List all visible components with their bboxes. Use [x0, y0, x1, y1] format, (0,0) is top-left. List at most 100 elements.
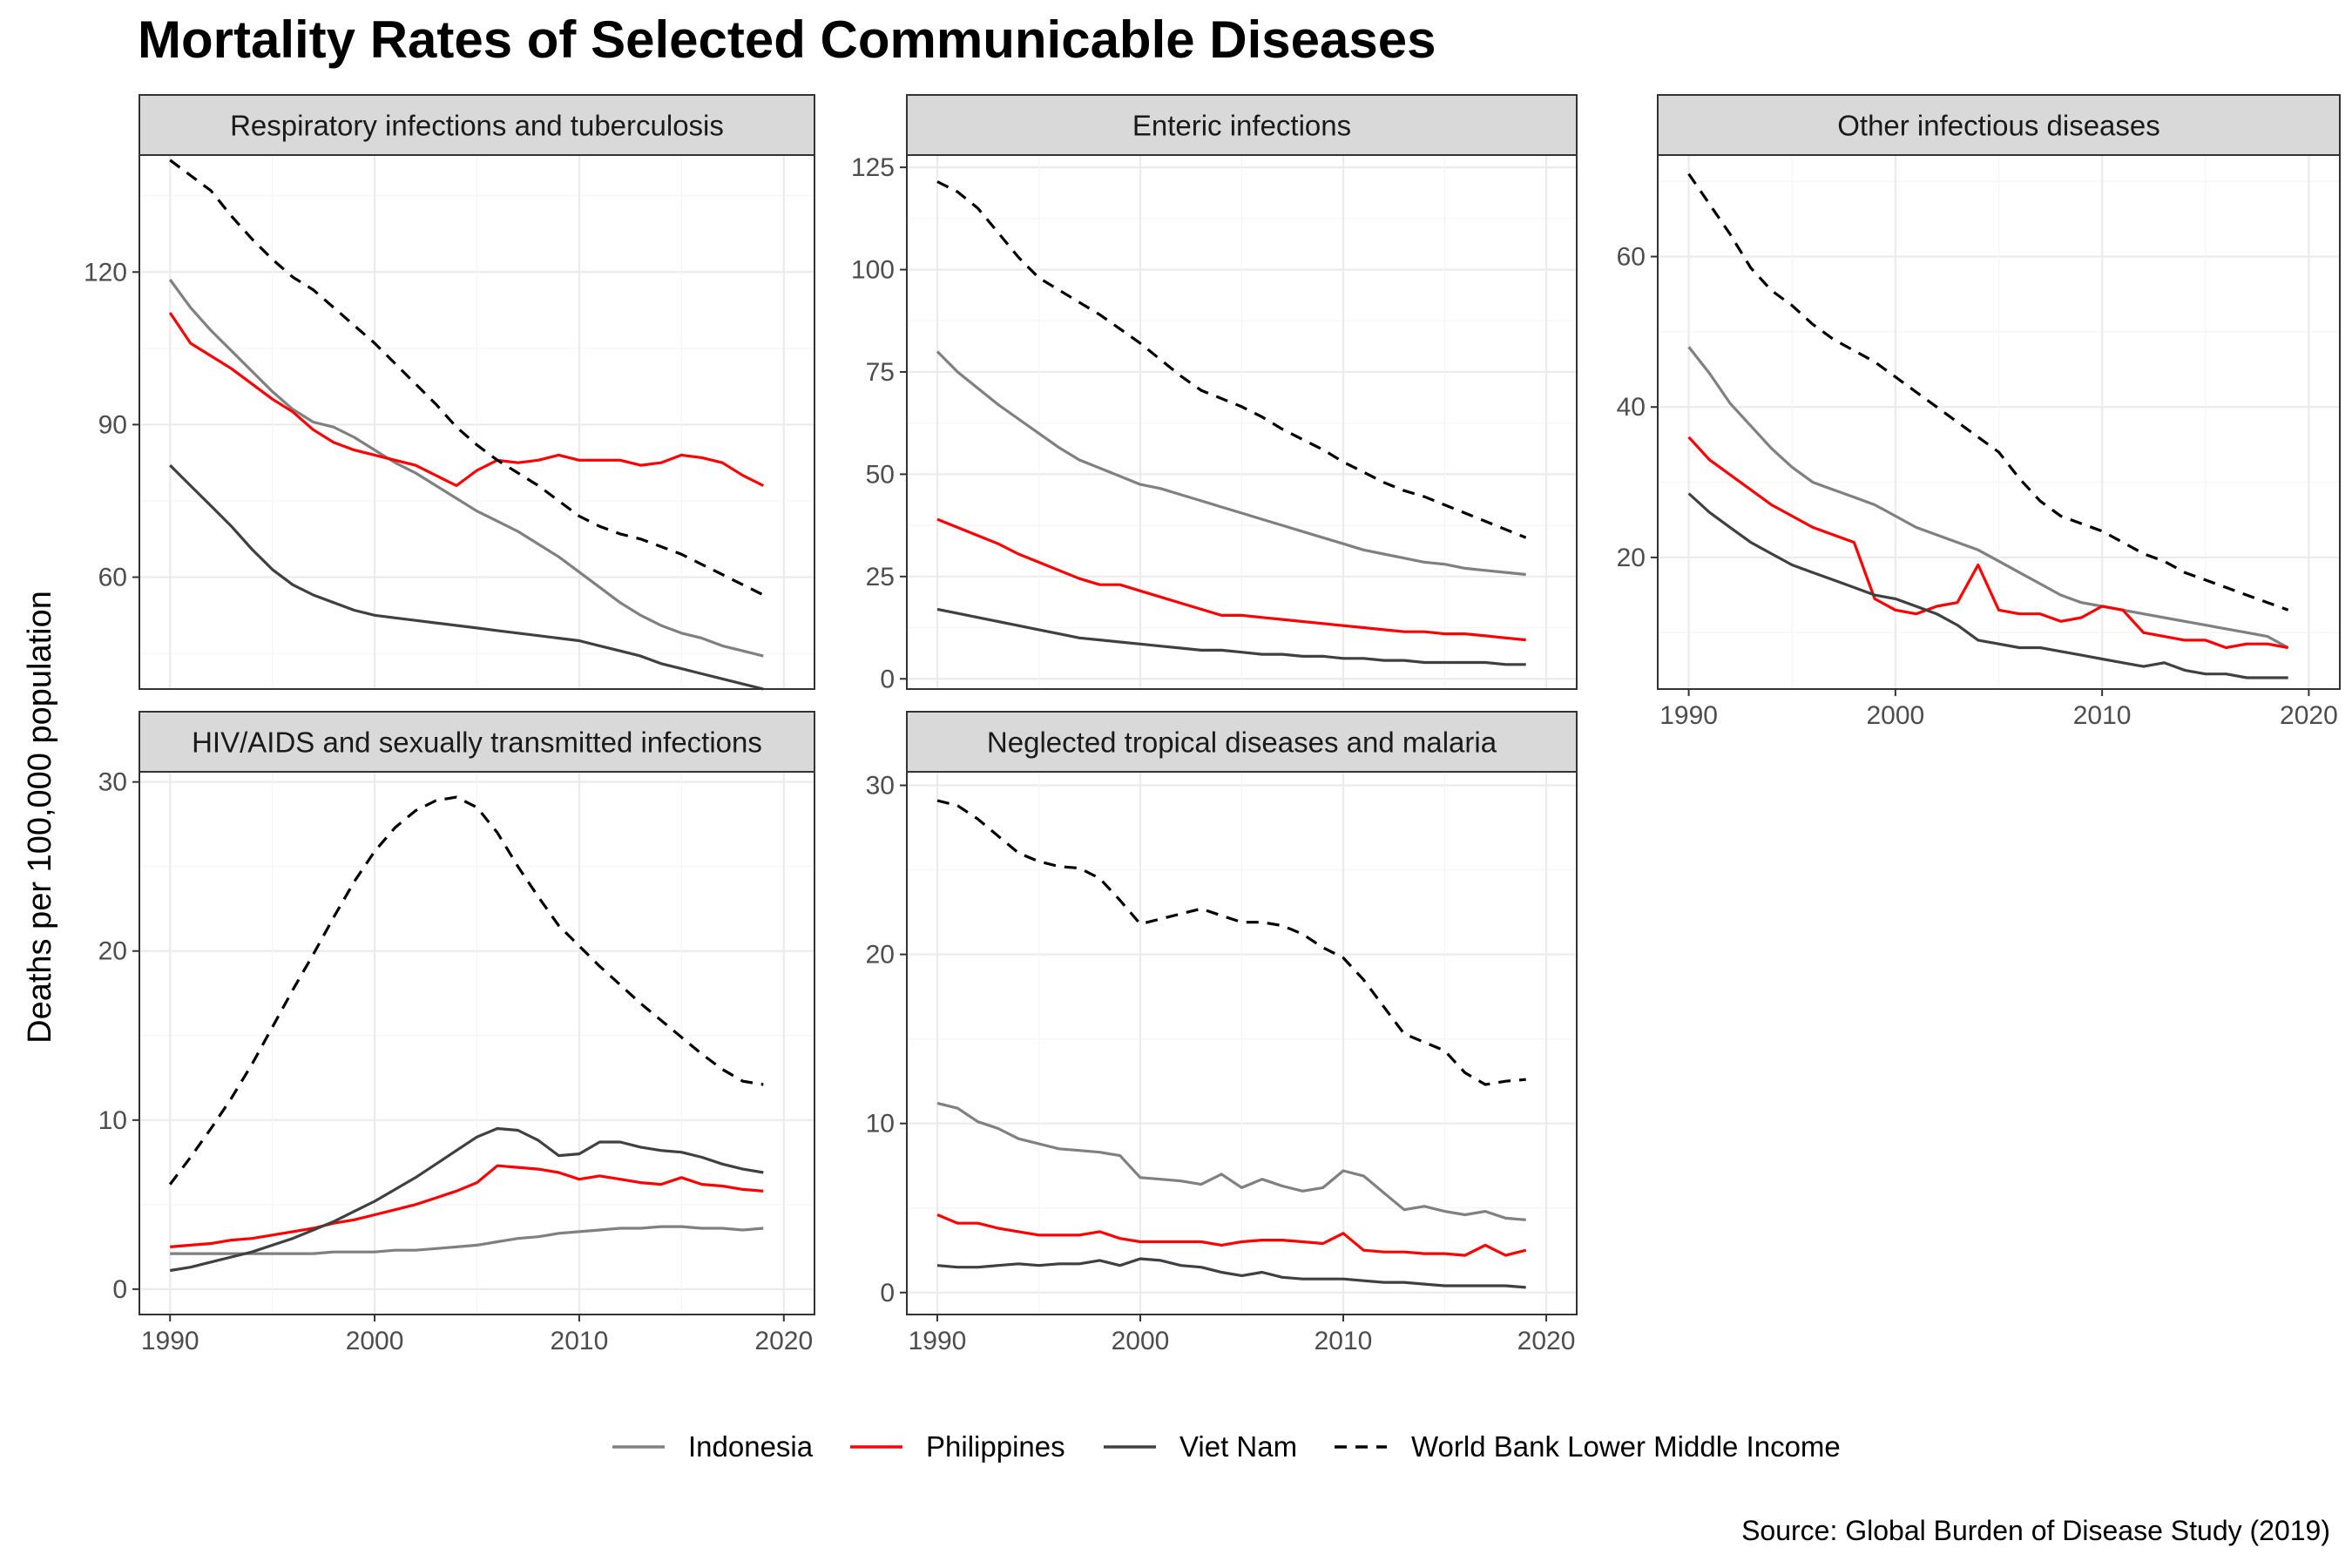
- legend: Indonesia Philippines Viet Nam World Bank L…: [612, 1430, 1841, 1463]
- series-line-viet-nam: [936, 607, 1526, 666]
- panel-hiv-aids-and-sexually-transmitted-infections: HIV/AIDS and sexually transmitted infect…: [98, 711, 815, 1355]
- y-axis: 20 40 60: [1617, 243, 1658, 572]
- facet-strip-label: Neglected tropical diseases and malaria: [987, 727, 1497, 759]
- series-line-philippines: [936, 1213, 1527, 1257]
- series-line-indonesia: [168, 279, 764, 658]
- y-tick-label: 30: [98, 768, 127, 797]
- x-tick-label: 2010: [1315, 1327, 1373, 1355]
- series-line-world-bank-lower-middle-income: [936, 180, 1527, 539]
- x-axis: 1990 2000 2010 2020: [141, 1315, 813, 1355]
- gridlines: [139, 772, 814, 1315]
- series-line-world-bank-lower-middle-income: [168, 795, 764, 1186]
- facet-strip-label: Other infectious diseases: [1837, 110, 2160, 142]
- y-axis-title: Deaths per 100,000 population: [22, 591, 58, 1044]
- y-tick-label: 40: [1617, 393, 1646, 422]
- chart-title: Mortality Rates of Selected Communicable…: [138, 10, 1436, 69]
- y-axis: 0 10 20 30: [98, 768, 139, 1304]
- series-line-philippines: [1687, 436, 2288, 650]
- x-tick-label: 1990: [909, 1327, 967, 1355]
- panel-other-infectious-diseases: Other infectious diseases 20 40 60 1990 2000 2…: [1617, 94, 2341, 730]
- x-tick-label: 2020: [754, 1327, 813, 1355]
- series-lines: [168, 795, 764, 1273]
- y-axis: 60 90 120: [84, 258, 139, 592]
- y-tick-label: 75: [866, 358, 895, 387]
- x-tick-label: 2000: [346, 1327, 404, 1355]
- legend-label: Viet Nam: [1179, 1430, 1297, 1463]
- facet-panels: Respiratory infections and tuberculosis 6…: [84, 94, 2341, 1355]
- legend-item-world-bank-lower-middle-income: World Bank Lower Middle Income: [1335, 1430, 1841, 1463]
- legend-item-viet-nam: Viet Nam: [1104, 1430, 1297, 1463]
- panel-border: [139, 771, 815, 1315]
- series-line-philippines: [170, 1164, 764, 1248]
- series-line-philippines: [168, 312, 765, 488]
- gridlines: [139, 155, 814, 689]
- y-tick-label: 20: [98, 937, 127, 966]
- x-tick-label: 1990: [141, 1327, 199, 1355]
- facet-strip: [139, 94, 815, 156]
- y-tick-label: 10: [98, 1106, 127, 1135]
- x-tick-label: 1990: [1659, 701, 1718, 730]
- series-lines: [1687, 172, 2289, 679]
- y-tick-label: 25: [866, 563, 895, 591]
- y-tick-label: 30: [866, 772, 895, 801]
- series-line-indonesia: [936, 1101, 1526, 1221]
- y-tick-label: 125: [851, 153, 895, 182]
- y-tick-label: 100: [851, 256, 895, 285]
- series-line-viet-nam: [1687, 492, 2288, 679]
- y-tick-label: 20: [1617, 544, 1646, 572]
- series-line-viet-nam: [936, 1257, 1526, 1289]
- series-line-viet-nam: [169, 463, 764, 691]
- series-line-world-bank-lower-middle-income: [169, 159, 765, 597]
- caption: Source: Global Burden of Disease Study (…: [1741, 1515, 2330, 1546]
- series-lines: [168, 159, 765, 691]
- legend-item-philippines: Philippines: [850, 1430, 1065, 1463]
- x-tick-label: 2010: [551, 1327, 609, 1355]
- y-tick-label: 60: [98, 564, 127, 592]
- series-lines: [936, 180, 1527, 666]
- y-tick-label: 0: [112, 1275, 127, 1304]
- y-tick-label: 0: [880, 665, 895, 693]
- gridlines: [907, 155, 1577, 689]
- panel-border: [139, 154, 815, 690]
- x-axis: 1990 2000 2010 2020: [909, 1315, 1576, 1355]
- gridlines: [907, 772, 1577, 1315]
- gridlines: [1658, 155, 2340, 689]
- legend-label: World Bank Lower Middle Income: [1411, 1430, 1841, 1463]
- x-tick-label: 2000: [1866, 701, 1924, 730]
- facet-strip-label: Enteric infections: [1132, 110, 1351, 142]
- y-tick-label: 0: [880, 1279, 895, 1308]
- legend-label: Indonesia: [688, 1430, 814, 1463]
- series-line-indonesia: [936, 350, 1526, 577]
- x-tick-label: 2020: [2280, 701, 2338, 730]
- x-axis: 1990 2000 2010 2020: [1659, 689, 2338, 730]
- y-tick-label: 50: [866, 460, 895, 489]
- series-line-viet-nam: [169, 1126, 764, 1273]
- panel-border: [906, 154, 1578, 690]
- y-tick-label: 120: [84, 258, 127, 287]
- facet-strip-label: Respiratory infections and tuberculosis: [230, 110, 724, 142]
- panel-border: [906, 771, 1578, 1315]
- series-lines: [936, 799, 1527, 1289]
- y-axis: 0 25 50 75 100 125: [851, 153, 907, 693]
- y-axis: 0 10 20 30: [866, 772, 907, 1308]
- legend-item-indonesia: Indonesia: [612, 1430, 814, 1463]
- panel-enteric-infections: Enteric infections 0 25 50 75 100 125: [851, 94, 1578, 693]
- series-line-world-bank-lower-middle-income: [1687, 172, 2289, 612]
- legend-label: Philippines: [926, 1430, 1065, 1463]
- series-line-world-bank-lower-middle-income: [936, 799, 1526, 1086]
- facet-strip-label: HIV/AIDS and sexually transmitted infect…: [192, 727, 762, 759]
- facet-strip: [906, 94, 1578, 156]
- series-line-indonesia: [170, 1225, 764, 1255]
- panel-neglected-tropical-diseases-and-malaria: Neglected tropical diseases and malaria 0…: [866, 711, 1578, 1355]
- y-tick-label: 20: [866, 941, 895, 970]
- y-tick-label: 90: [98, 410, 127, 439]
- x-tick-label: 2000: [1112, 1327, 1170, 1355]
- x-tick-label: 2020: [1517, 1327, 1576, 1355]
- series-line-indonesia: [1687, 346, 2289, 649]
- panel-respiratory-infections-and-tuberculosis: Respiratory infections and tuberculosis 6…: [84, 94, 815, 691]
- series-line-philippines: [936, 517, 1526, 642]
- x-tick-label: 2010: [2073, 701, 2132, 730]
- y-tick-label: 60: [1617, 243, 1646, 272]
- facet-strip: [906, 711, 1578, 773]
